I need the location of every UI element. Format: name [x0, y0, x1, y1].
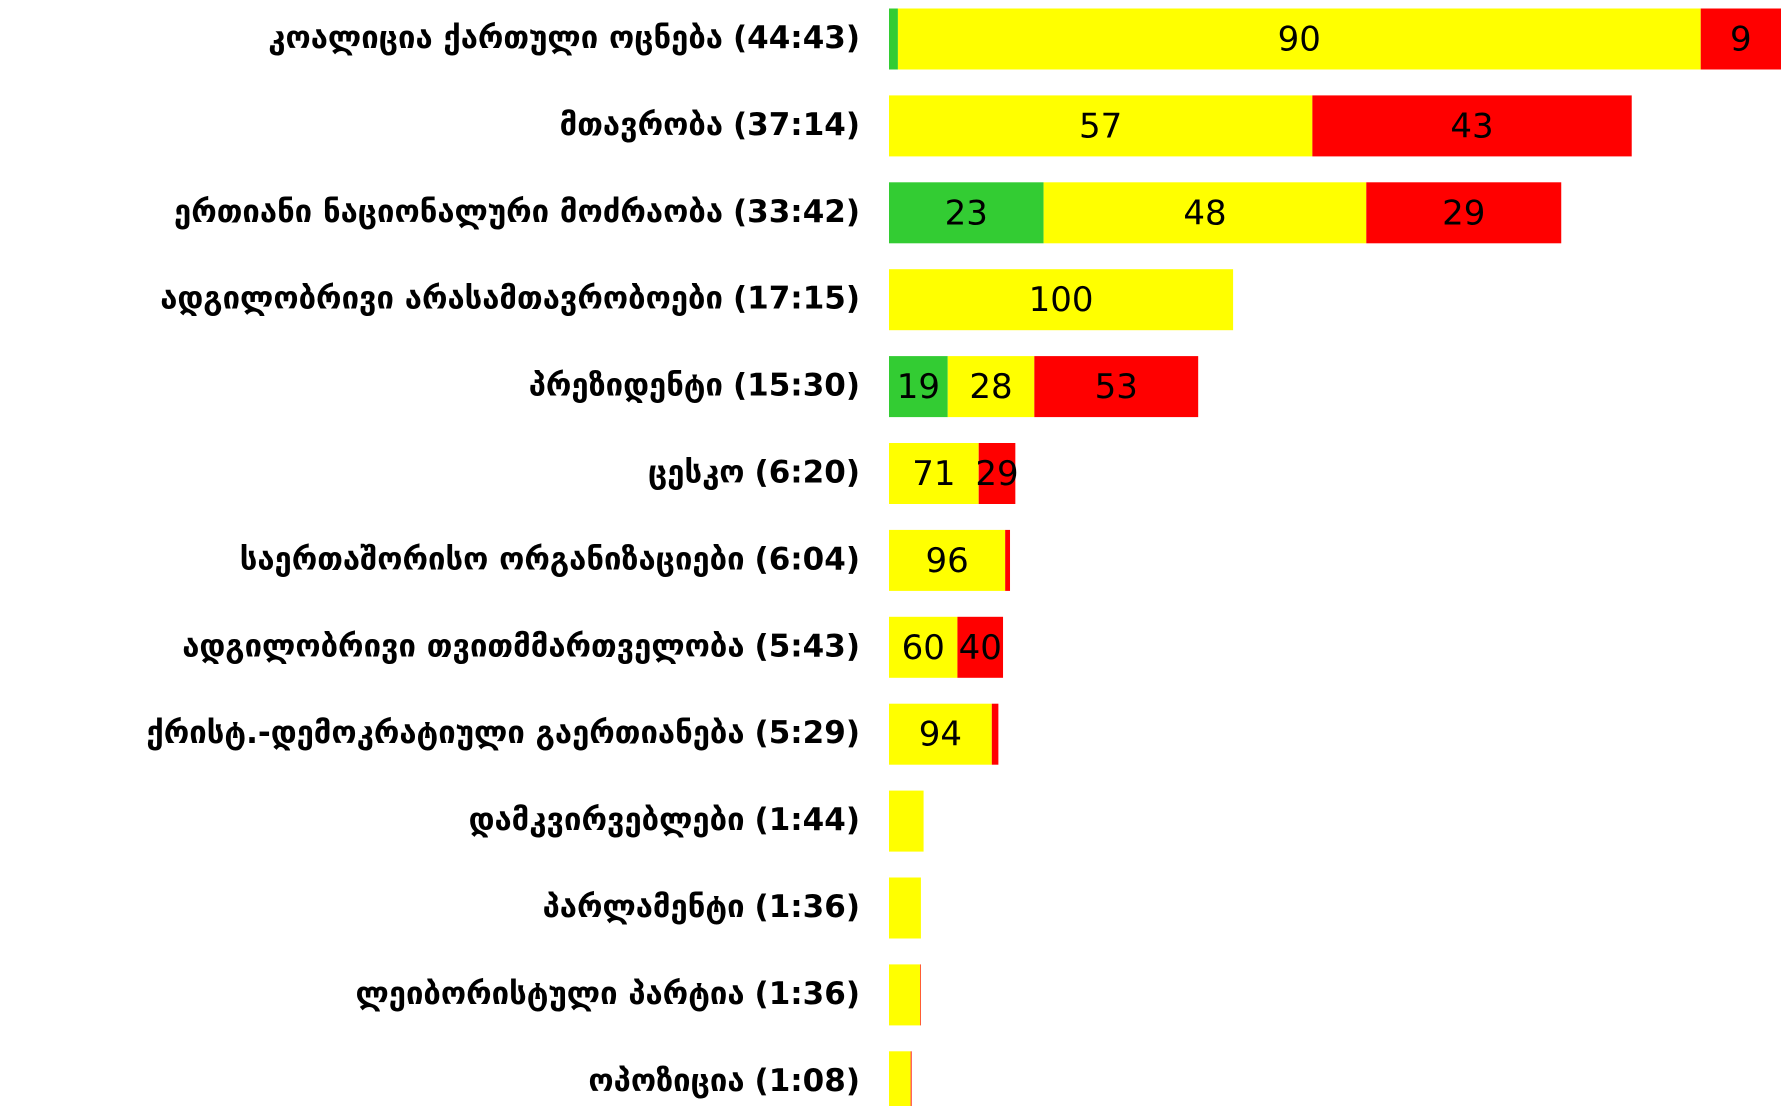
category-name: პარლამენტი: [543, 889, 745, 925]
duration-label: (1:44): [755, 802, 860, 838]
bar-segment: [889, 356, 948, 418]
category-name: მთავრობა: [560, 106, 723, 142]
bar-segment: [991, 703, 999, 765]
bar-segment: [889, 269, 1234, 331]
category-name: საერთაშორისო ორგანიზაციები: [240, 541, 745, 577]
category-label: კოალიცია ქართული ოცნება (44:43): [268, 20, 860, 56]
duration-label: (33:42): [733, 193, 860, 229]
category-name: ადგილობრივი არასამთავრობოები: [160, 280, 723, 316]
data-label: 40: [959, 628, 1002, 668]
data-label: 29: [975, 454, 1018, 494]
category-name: კოალიცია ქართული ოცნება: [268, 20, 723, 56]
category-name: ოპოზიცია: [588, 1062, 744, 1098]
bar-segment: [947, 356, 1035, 418]
data-label: 48: [1183, 193, 1226, 233]
bar-segment: [889, 8, 898, 70]
duration-label: (15:30): [733, 367, 860, 403]
data-label: 71: [912, 454, 955, 494]
category-label: ადგილობრივი თვითმმართველობა (5:43): [182, 628, 860, 664]
duration-label: (1:08): [755, 1062, 860, 1098]
category-name: ქრისტ.-დემოკრატიული გაერთიანება: [146, 715, 744, 751]
duration-label: (44:43): [733, 20, 860, 56]
bar-segment: [889, 877, 921, 939]
data-label: 94: [919, 715, 962, 755]
bar-segment: [910, 1051, 912, 1106]
category-label: მთავრობა (37:14): [560, 106, 860, 142]
data-label: 60: [902, 628, 945, 668]
duration-label: (5:43): [755, 628, 860, 664]
category-label: ოპოზიცია (1:08): [588, 1062, 860, 1098]
bar-segment: [889, 964, 921, 1026]
data-label: 96: [925, 541, 968, 581]
bar-segment: [957, 616, 1004, 678]
bar-segment: [889, 790, 924, 852]
category-label: ერთიანი ნაციონალური მოძრაობა (33:42): [174, 193, 860, 229]
duration-label: (17:15): [733, 280, 860, 316]
category-name: ლეიბორისტული პარტია: [355, 975, 744, 1011]
bar-segment: [889, 616, 958, 678]
bar-segment: [920, 964, 921, 1026]
category-label: ცესკო (6:20): [648, 454, 860, 490]
data-label: 29: [1442, 193, 1485, 233]
data-label: 90: [1278, 20, 1321, 60]
data-label: 19: [897, 367, 940, 407]
data-label: 53: [1095, 367, 1138, 407]
bar-segment: [1005, 529, 1011, 591]
bar-segment: [889, 529, 1006, 591]
category-label: პარლამენტი (1:36): [543, 889, 860, 925]
duration-label: (5:29): [755, 715, 860, 751]
duration-label: (6:04): [755, 541, 860, 577]
bar-segment: [897, 8, 1701, 70]
category-label: საერთაშორისო ორგანიზაციები (6:04): [240, 541, 860, 577]
duration-label: (37:14): [733, 106, 860, 142]
bar-segment: [889, 443, 979, 504]
bar-segment: [1700, 8, 1781, 70]
bar-segment: [1366, 182, 1562, 244]
category-name: პრეზიდენტი: [529, 367, 723, 403]
category-name: დამკვირვებლები: [469, 802, 745, 838]
data-label: 9: [1730, 20, 1752, 60]
bar-segment: [889, 95, 1313, 157]
category-label: პრეზიდენტი (15:30): [529, 367, 860, 403]
bar-segment: [1312, 95, 1632, 157]
bar-segment: [889, 1051, 911, 1106]
category-label: დამკვირვებლები (1:44): [469, 802, 860, 838]
duration-label: (1:36): [755, 889, 860, 925]
duration-label: (6:20): [755, 454, 860, 490]
data-label: 28: [969, 367, 1012, 407]
data-label: 23: [945, 193, 988, 233]
category-label: ადგილობრივი არასამთავრობოები (17:15): [160, 280, 860, 316]
bar-segment: [978, 443, 1016, 504]
duration-label: (1:36): [755, 975, 860, 1011]
category-name: ადგილობრივი თვითმმართველობა: [182, 628, 744, 664]
data-label: 100: [1029, 280, 1094, 320]
data-label: 57: [1079, 106, 1122, 146]
bar-segment: [889, 703, 992, 765]
category-name: ერთიანი ნაციონალური მოძრაობა: [174, 193, 723, 229]
category-label: ქრისტ.-დემოკრატიული გაერთიანება (5:29): [146, 715, 860, 751]
data-label: 43: [1450, 106, 1493, 146]
category-name: ცესკო: [648, 454, 745, 490]
bar-segment: [1034, 356, 1199, 418]
bar-segment: [889, 182, 1044, 244]
bar-segment: [1043, 182, 1367, 244]
category-label: ლეიბორისტული პარტია (1:36): [355, 975, 860, 1011]
